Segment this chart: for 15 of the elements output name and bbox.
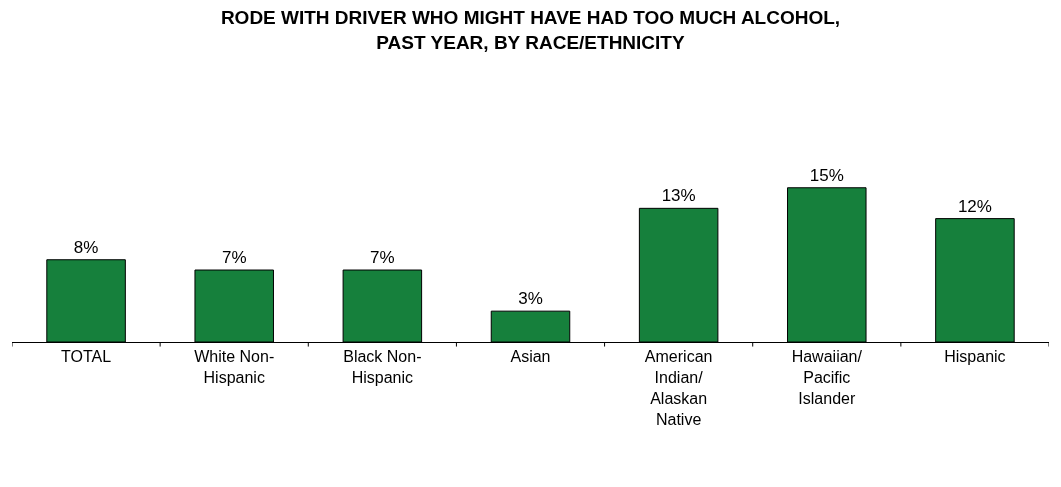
x-tick-label: Black Non-Hispanic: [343, 348, 422, 386]
data-label: 15%: [809, 165, 844, 185]
data-label: 8%: [73, 237, 99, 257]
x-tick-label: White Non-Hispanic: [194, 348, 275, 386]
data-label: 7%: [221, 248, 247, 268]
x-tick-label: Hawaiian/ Pacific Islander: [791, 348, 863, 407]
data-label: 12%: [957, 196, 992, 216]
data-label: 3%: [518, 289, 543, 309]
data-label: 7%: [370, 248, 395, 268]
x-tick-label: American Indian/ Alaskan Native: [644, 348, 713, 428]
x-tick-label: TOTAL: [61, 348, 112, 366]
chart-title: RODE WITH DRIVER WHO MIGHT HAVE HAD TOO MUCH ALCOHOL, PAST YEAR, BY RACE/ETHNICITY: [220, 7, 841, 54]
data-label: 13%: [661, 186, 696, 206]
x-tick-label: Asian: [510, 348, 551, 366]
x-tick-label: Hispanic: [944, 348, 1006, 366]
